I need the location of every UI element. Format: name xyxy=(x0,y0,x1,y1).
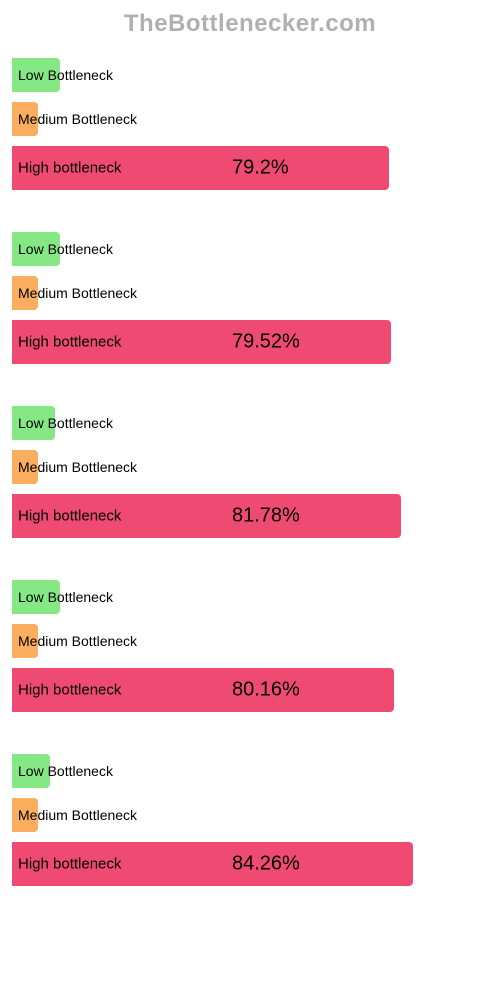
bar-row: Low Bottleneck xyxy=(12,406,488,440)
bar-label: High bottleneck xyxy=(18,682,121,699)
bar-row: Medium Bottleneck xyxy=(12,276,488,310)
bar-row: Medium Bottleneck xyxy=(12,798,488,832)
bar-label: High bottleneck xyxy=(18,160,121,177)
bar-label: Low Bottleneck xyxy=(18,67,113,83)
bar-row: Medium Bottleneck xyxy=(12,102,488,136)
bar-value-label: 79.52% xyxy=(232,331,300,354)
bar-label: High bottleneck xyxy=(18,334,121,351)
watermark-text: TheBottlenecker.com xyxy=(124,10,376,38)
charts-container: Low Bottleneck Medium Bottleneck High bott… xyxy=(0,0,500,886)
chart-group: Low Bottleneck Medium Bottleneck High bott… xyxy=(12,580,488,712)
chart-group: Low Bottleneck Medium Bottleneck High bott… xyxy=(12,232,488,364)
bar-label: Medium Bottleneck xyxy=(18,633,137,649)
bar-label: High bottleneck xyxy=(18,856,121,873)
bar-value-label: 81.78% xyxy=(232,505,300,528)
chart-group: Low Bottleneck Medium Bottleneck High bott… xyxy=(12,406,488,538)
bar-label: Low Bottleneck xyxy=(18,589,113,605)
bar-label: Low Bottleneck xyxy=(18,415,113,431)
chart-group: Low Bottleneck Medium Bottleneck High bott… xyxy=(12,754,488,886)
bar-row: High bottleneck 81.78% xyxy=(12,494,488,538)
bar-value-label: 80.16% xyxy=(232,679,300,702)
bar-row: Low Bottleneck xyxy=(12,58,488,92)
bar-label: Low Bottleneck xyxy=(18,763,113,779)
bar-row: High bottleneck 79.52% xyxy=(12,320,488,364)
chart-group: Low Bottleneck Medium Bottleneck High bott… xyxy=(12,58,488,190)
bar-label: Medium Bottleneck xyxy=(18,285,137,301)
bar-value-label: 79.2% xyxy=(232,157,289,180)
bar-row: Low Bottleneck xyxy=(12,232,488,266)
bar-label: Medium Bottleneck xyxy=(18,459,137,475)
bar-row: Medium Bottleneck xyxy=(12,450,488,484)
bar-row: High bottleneck 80.16% xyxy=(12,668,488,712)
bar-row: High bottleneck 84.26% xyxy=(12,842,488,886)
bar-label: Medium Bottleneck xyxy=(18,807,137,823)
bar-row: Low Bottleneck xyxy=(12,580,488,614)
bar-row: High bottleneck 79.2% xyxy=(12,146,488,190)
bar-label: High bottleneck xyxy=(18,508,121,525)
bar-row: Medium Bottleneck xyxy=(12,624,488,658)
bar-value-label: 84.26% xyxy=(232,853,300,876)
bar-row: Low Bottleneck xyxy=(12,754,488,788)
bar-label: Medium Bottleneck xyxy=(18,111,137,127)
bar-label: Low Bottleneck xyxy=(18,241,113,257)
